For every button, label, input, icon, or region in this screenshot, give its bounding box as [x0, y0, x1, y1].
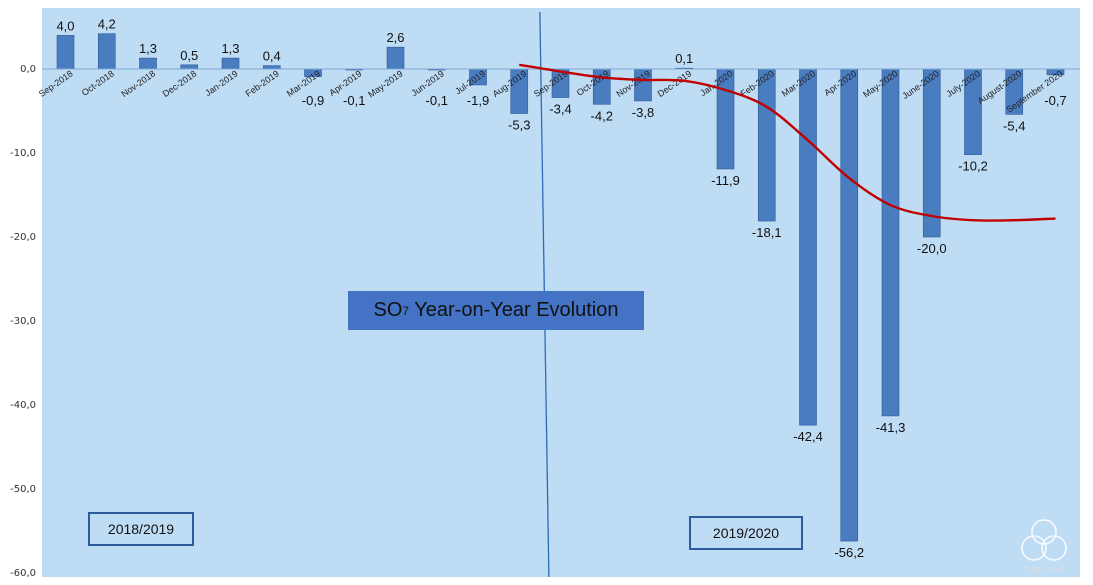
chart-title-subscript: 7 — [402, 303, 410, 318]
watermark-logo: TIME.NEWS — [1012, 512, 1076, 576]
data-label: -1,9 — [467, 93, 489, 108]
data-label: -20,0 — [917, 241, 947, 256]
data-label: 1,3 — [139, 41, 157, 56]
bar — [881, 68, 900, 417]
trend-line — [519, 63, 1056, 222]
y-tick-label: 0,0 — [20, 64, 36, 75]
y-tick-label: -50,0 — [10, 484, 36, 495]
data-label: -5,4 — [1003, 118, 1025, 133]
y-tick-label: -40,0 — [10, 400, 36, 411]
data-label: -41,3 — [876, 420, 906, 435]
data-label: -18,1 — [752, 225, 782, 240]
watermark-logo-icon: TIME.NEWS — [1021, 519, 1067, 574]
data-label: -56,2 — [834, 545, 864, 560]
data-label: -0,9 — [302, 93, 324, 108]
chart-title-suffix: Year-on-Year Evolution — [409, 299, 619, 321]
data-label: -3,4 — [549, 102, 571, 117]
period-label-2018-2019: 2018/2019 — [88, 512, 194, 546]
data-label: -0,1 — [426, 93, 448, 108]
data-label: 0,1 — [675, 51, 693, 66]
data-label: 0,5 — [180, 48, 198, 63]
data-label: -42,4 — [793, 429, 823, 444]
bar — [757, 68, 776, 222]
data-label: 1,3 — [221, 41, 239, 56]
bar — [799, 68, 817, 426]
bar — [386, 46, 405, 70]
data-label: -3,8 — [632, 105, 654, 120]
period-label-2019-2020: 2019/2020 — [689, 516, 803, 550]
bar — [56, 35, 75, 70]
data-label: -5,3 — [508, 118, 530, 133]
y-tick-label: -30,0 — [10, 316, 36, 327]
data-label: 4,2 — [98, 17, 116, 32]
watermark-text: TIME.NEWS — [1025, 566, 1064, 574]
data-label: -10,2 — [958, 159, 988, 174]
y-tick-label: -20,0 — [10, 232, 36, 243]
y-tick-label: -10,0 — [10, 148, 36, 159]
bar — [221, 57, 240, 70]
bar — [840, 68, 859, 542]
data-label: -0,1 — [343, 93, 365, 108]
y-tick-label: -60,0 — [10, 568, 36, 579]
bar — [139, 57, 157, 70]
bar — [922, 68, 941, 238]
data-label: 0,4 — [263, 49, 281, 64]
bar — [262, 65, 281, 70]
data-label: -0,7 — [1044, 93, 1066, 108]
data-label: 4,0 — [56, 18, 74, 33]
bar — [180, 64, 199, 70]
data-label: -11,9 — [711, 173, 740, 188]
chart-title-prefix: SO — [373, 299, 403, 321]
data-label: -4,2 — [591, 108, 613, 123]
chart-title: SO 7 Year-on-Year Evolution — [348, 291, 644, 330]
data-label: 2,6 — [386, 30, 404, 45]
bar — [97, 33, 116, 70]
